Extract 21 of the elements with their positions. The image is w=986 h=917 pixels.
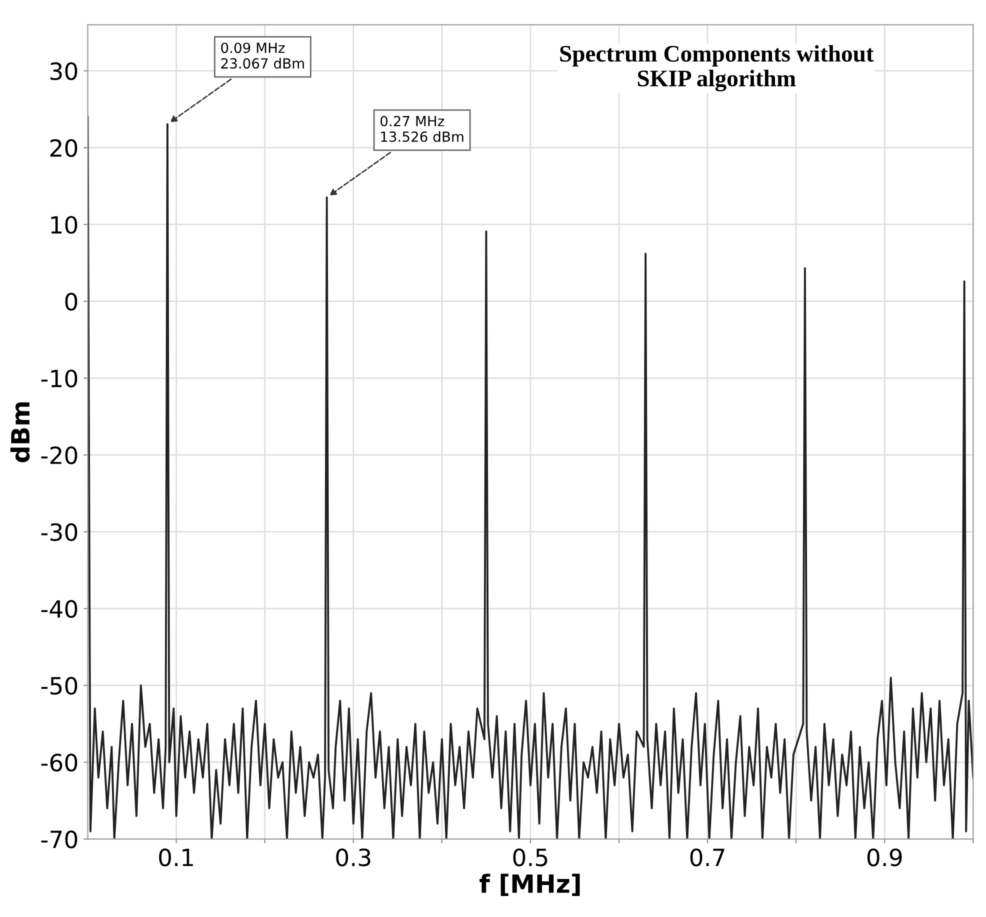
- y-tick-label: -50: [41, 676, 78, 695]
- y-tick-label: -40: [41, 600, 78, 618]
- y-tick-label: 20: [50, 139, 78, 157]
- y-tick-label: 30: [50, 62, 78, 80]
- annotation: 0.09 MHz 23.067 dBm: [221, 42, 304, 69]
- y-tick-label: -70: [41, 830, 78, 848]
- y-axis-title: dBm: [10, 402, 30, 462]
- x-tick-label: 0.9: [867, 848, 902, 866]
- x-axis-title: f [MHz]: [480, 874, 580, 896]
- x-tick-label: 0.3: [336, 848, 370, 866]
- y-tick-label: -20: [41, 446, 78, 464]
- y-tick-label: -10: [41, 370, 78, 388]
- y-tick-label: 0: [65, 292, 78, 311]
- y-tick-label: -60: [41, 754, 78, 772]
- x-tick-label: 0.7: [690, 848, 724, 866]
- annotation: 0.27 MHz 13.526 dBm: [380, 116, 464, 142]
- x-tick-label: 0.1: [159, 848, 193, 866]
- text: Spectrum Components without SKIP algorithm: [560, 45, 874, 92]
- y-tick-label: 10: [51, 216, 78, 234]
- x-tick-label: 0.5: [513, 848, 548, 866]
- y-tick-label: -30: [41, 523, 78, 542]
